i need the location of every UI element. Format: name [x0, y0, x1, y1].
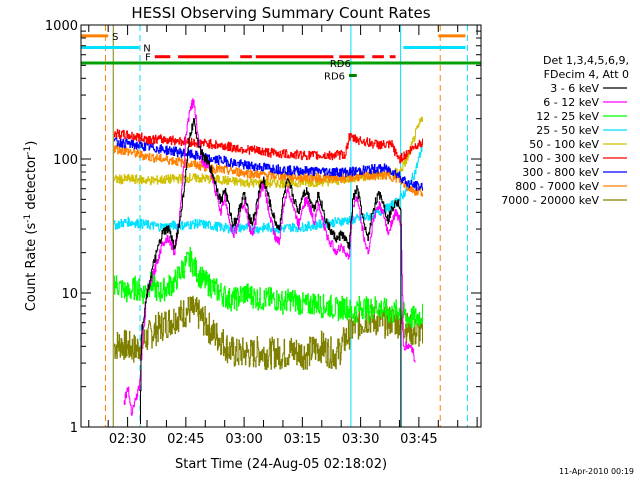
x-tick-label-0230: 02:30 — [109, 432, 146, 447]
legend: Det 1,3,4,5,6,9, FDecim 4, Att 0 3 - 6 k… — [501, 54, 629, 207]
x-axis-label: Start Time (24-Aug-05 02:18:02) — [175, 457, 387, 472]
series-6-12-kev-line — [123, 98, 416, 416]
x-tick-label-0330: 03:30 — [342, 432, 379, 447]
series-12-25-kev-line — [114, 247, 423, 328]
y-tick-label-100: 100 — [53, 153, 78, 168]
x-tick-label-0345: 03:45 — [400, 432, 437, 447]
x-tick-label-0245: 02:45 — [167, 432, 204, 447]
flag-label-rd6-4: RD6 — [324, 71, 345, 82]
legend-label-50-100-kev: 50 - 100 keV — [529, 138, 599, 151]
legend-label-7000-20000-kev: 7000 - 20000 keV — [501, 194, 599, 207]
plot-frame — [80, 24, 482, 428]
series-300-800-kev-line — [114, 136, 423, 191]
legend-label-25-50-kev: 25 - 50 keV — [536, 124, 599, 137]
y-axis-label-mid: detector — [24, 154, 39, 214]
y-axis-label-sup-1: -1 — [23, 214, 33, 223]
flag-label-rd6-3: RD6 — [330, 59, 351, 70]
legend-label-3-6-kev: 3 - 6 keV — [550, 82, 599, 95]
footer-date: 11-Apr-2010 00:19 — [559, 467, 634, 476]
x-tick-label-0300: 03:00 — [225, 432, 262, 447]
legend-header-line-2: FDecim 4, Att 0 — [544, 68, 629, 81]
y-axis-label: Count Rate (s-1 detector-1) — [23, 141, 39, 312]
y-tick-label-10: 10 — [61, 287, 78, 302]
series-800-7000-kev-line — [114, 145, 423, 197]
legend-label-300-800-kev: 300 - 800 keV — [522, 166, 599, 179]
plot-area — [81, 25, 481, 427]
legend-label-6-12-kev: 6 - 12 keV — [543, 96, 599, 109]
chart-title: HESSI Observing Summary Count Rates — [131, 4, 430, 22]
y-tick-label-1: 1 — [70, 421, 78, 436]
flag-label-f-2: F — [145, 53, 151, 64]
legend-label-800-7000-kev: 800 - 7000 keV — [515, 180, 599, 193]
flag-label-s-0: S — [112, 32, 118, 43]
legend-header-line-1: Det 1,3,4,5,6,9, — [543, 54, 629, 67]
flag-label-n-1: N — [143, 43, 150, 54]
legend-label-100-300-kev: 100 - 300 keV — [522, 152, 599, 165]
series-100-300-kev-line — [114, 128, 423, 164]
series-3-6-kev-line — [140, 118, 402, 427]
y-axis-label-sup-2: -1 — [23, 146, 33, 155]
y-axis-label-end: ) — [24, 141, 39, 146]
legend-label-12-25-kev: 12 - 25 keV — [536, 110, 599, 123]
x-tick-label-0315: 03:15 — [284, 432, 321, 447]
y-tick-label-1000: 1000 — [45, 19, 78, 34]
y-axis-label-main: Count Rate (s — [24, 223, 39, 312]
